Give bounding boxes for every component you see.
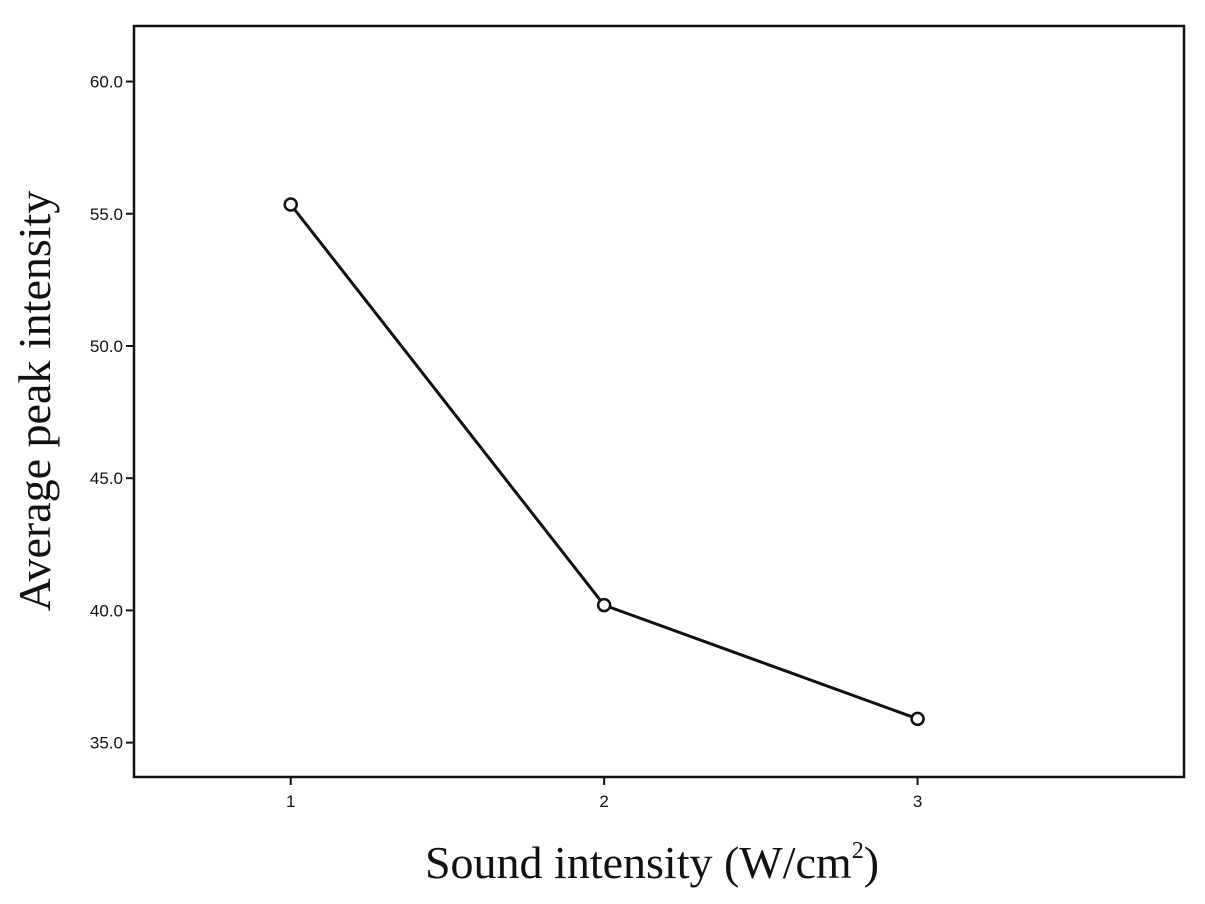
x-axis-title: Sound intensity (W/cm2) [425,837,879,888]
x-axis-title-superscript: 2 [852,838,864,864]
data-point [596,597,612,613]
y-tick-label: 60.0 [90,73,123,92]
series-markers [283,197,925,727]
y-tick-label: 35.0 [90,734,123,753]
x-tick-label: 2 [599,792,608,811]
plot-frame [132,24,1186,779]
x-axis-title-main: Sound intensity (W/cm [425,837,852,888]
data-point [910,711,925,727]
y-tick-label: 55.0 [90,205,123,224]
y-tick-label: 45.0 [90,469,123,488]
y-axis: 35.0 40.0 45.0 50.0 55.0 60.0 [90,73,134,753]
x-tick-label: 1 [286,792,295,811]
y-axis-title: Average peak intensity [9,191,60,612]
x-tick-label: 3 [913,792,922,811]
y-tick-label: 40.0 [90,601,123,620]
x-axis: 1 2 3 [286,777,922,811]
y-tick-label: 50.0 [90,337,123,356]
x-axis-title-close: ) [864,837,879,888]
data-point [283,197,298,212]
